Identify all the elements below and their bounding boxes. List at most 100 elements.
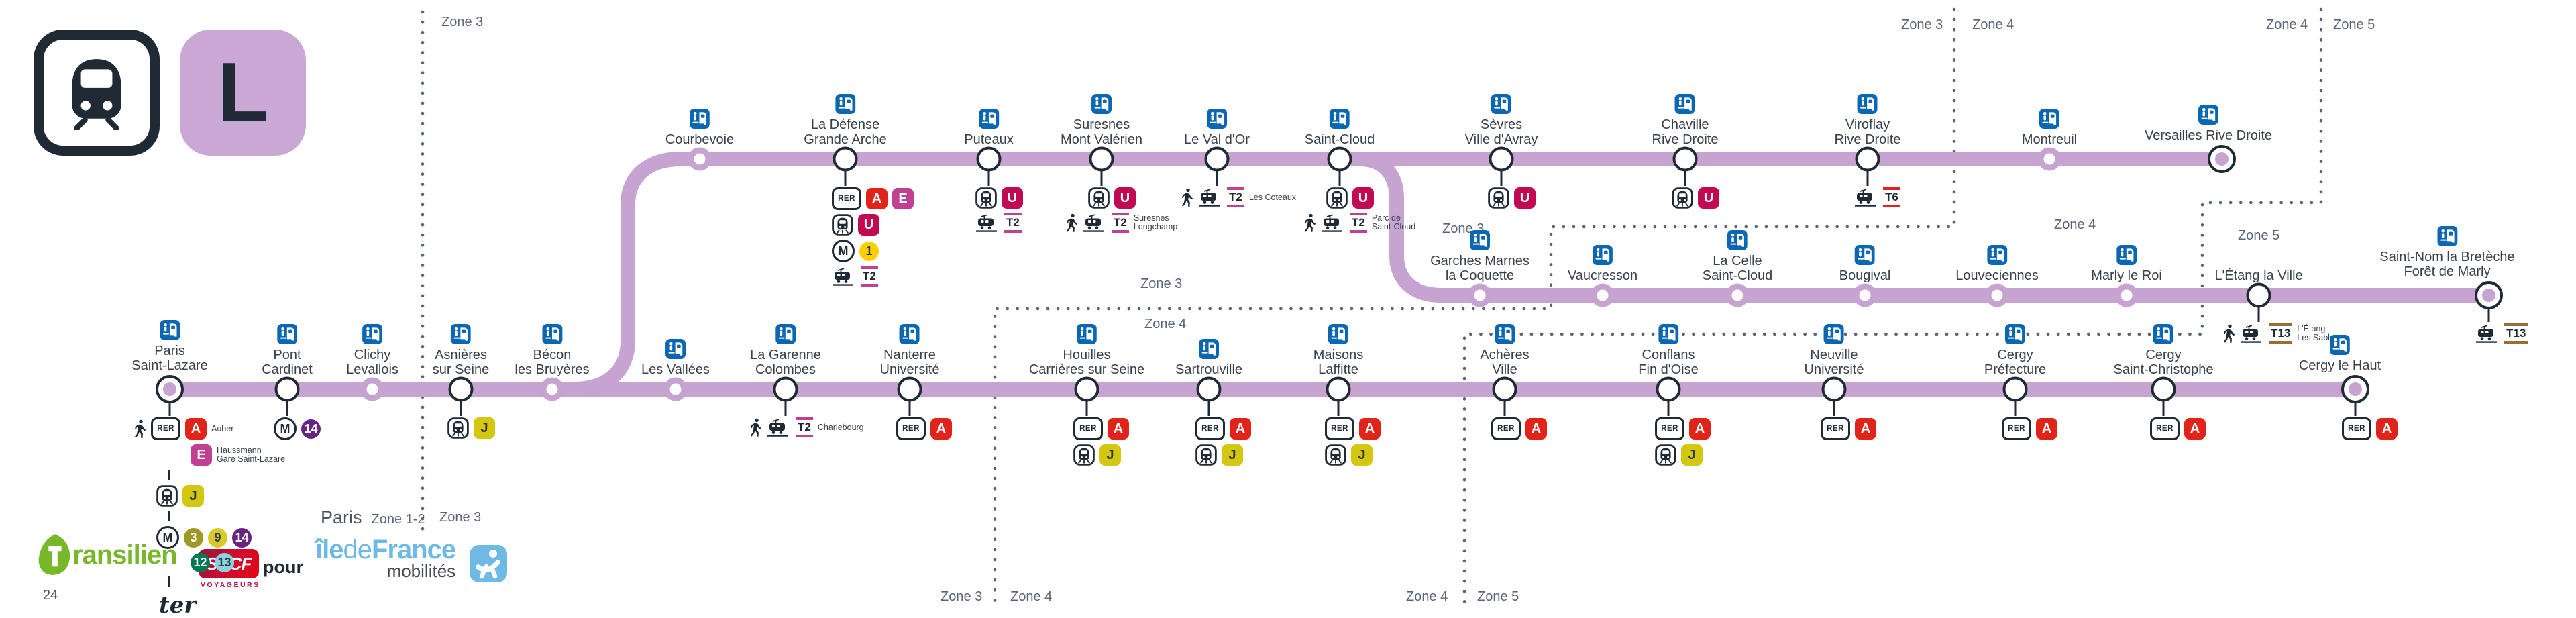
line-l-badge: L: [180, 30, 306, 156]
station-marker-la-celle-saint-cloud: [1725, 283, 1750, 307]
rer-icon: RER: [1491, 417, 1521, 440]
train-icon: [1326, 187, 1348, 209]
accessible-station-icon: [160, 320, 180, 340]
zone-label: Zone 3: [941, 589, 983, 604]
station-marker-saint-cloud: [1327, 146, 1352, 172]
station-name: Nanterre Université: [879, 348, 940, 377]
station-marker-la-defense-grande-arche: [833, 146, 858, 172]
connection-row: U: [832, 214, 879, 236]
accessible-station-icon: [2198, 105, 2218, 125]
station-label-neuville-universite: Neuville Université: [1805, 324, 1864, 377]
connection-row: J: [1073, 444, 1121, 466]
connections-saint-nom-la-breteche: T13: [2475, 323, 2528, 348]
connection-row: RER A Auber: [135, 417, 233, 440]
station-marker-asnieres-sur-seine: [448, 376, 474, 402]
connection-link-segment: [168, 511, 170, 521]
station-name: Pont Cardinet: [262, 348, 313, 377]
station-label-nanterre-universite: Nanterre Université: [879, 324, 940, 377]
station-marker-paris-saint-lazare: [156, 375, 184, 403]
connections-saint-cloud: U T2 Parc de Saint-Cloud: [1305, 187, 1415, 237]
line-badge-E: E: [191, 444, 212, 466]
station-label-vaucresson: Vaucresson: [1568, 245, 1638, 283]
station-stem: [1085, 399, 1088, 416]
connections-le-val-dor: T2 Les Coteaux: [1182, 187, 1296, 211]
station-label-cergy-prefecture: Cergy Préfecture: [1984, 324, 2046, 377]
station-stem: [1500, 169, 1503, 186]
station-marker-cergy-saint-christophe: [2151, 376, 2176, 402]
station-label-cergy-le-haut: Cergy le Haut: [2299, 335, 2381, 373]
station-label-becon-les-bruyeres: Bécon les Bruyères: [515, 324, 590, 377]
ter-logo: ter: [159, 592, 197, 618]
metro-icon: M: [274, 417, 297, 440]
station-name: Saint-Cloud: [1304, 132, 1375, 147]
station-stem: [1667, 399, 1670, 416]
line-badge-J: J: [1099, 444, 1121, 466]
station-marker-le-val-dor: [1204, 146, 1230, 172]
connection-row: M 14: [274, 417, 321, 440]
connection-row: T2: [832, 266, 878, 287]
station-stem: [1100, 169, 1103, 186]
tram-icon: [1083, 213, 1107, 232]
station-marker-letang-la-ville: [2246, 282, 2271, 308]
train-icon: [1195, 444, 1217, 466]
station-name: Montreuil: [2021, 132, 2078, 147]
sncf-voyageurs-label: VOYAGEURS: [201, 581, 260, 589]
line-badge-U: U: [1002, 187, 1023, 209]
station-marker-houilles-carrieres-sur-seine: [1074, 376, 1099, 402]
rer-icon: RER: [832, 187, 861, 210]
station-label-chaville-rive-droite: Chaville Rive Droite: [1652, 94, 1719, 147]
tram-icon: [2240, 324, 2264, 343]
station-stem: [784, 399, 787, 416]
line-badge-J: J: [1351, 444, 1373, 466]
walk-icon: [1067, 213, 1078, 232]
idf-mobilites-label: mobilités: [386, 561, 456, 581]
tram-line-badge-T2: T2: [1350, 213, 1367, 233]
accessible-station-icon: [1674, 94, 1695, 114]
station-name: Paris Saint-Lazare: [131, 344, 208, 373]
train-icon: [447, 417, 469, 439]
connection-note: Auber: [211, 423, 234, 433]
connections-cergy-saint-christophe: RER A: [2150, 417, 2206, 444]
zone-boundary-z4-z5: [1462, 7, 2323, 609]
train-icon: [1073, 444, 1095, 466]
station-name: Achères Ville: [1480, 348, 1529, 377]
station-name: L'Étang la Ville: [2214, 268, 2303, 283]
accessible-station-icon: [1328, 324, 1348, 344]
station-label-montreuil: Montreuil: [2022, 109, 2077, 147]
tram-line-badge-T2: T2: [796, 417, 813, 437]
station-name: Les Vallées: [641, 362, 710, 377]
idf-ile: île: [315, 535, 343, 564]
connection-row: RER A: [1325, 417, 1381, 440]
walk-icon: [135, 419, 146, 438]
station-name: La Défense Grande Arche: [804, 117, 887, 147]
station-label-pont-cardinet: Pont Cardinet: [262, 324, 313, 377]
station-label-sartrouville: Sartrouville: [1175, 339, 1242, 377]
station-name: Marly le Roi: [2091, 268, 2162, 283]
transilien-leaf-icon: [38, 534, 70, 575]
train-icon: [975, 187, 997, 209]
connections-pont-cardinet: M 14: [274, 417, 321, 444]
line-badge-A: A: [930, 418, 952, 440]
connection-row: RER A E: [832, 187, 914, 210]
accessible-station-icon: [1855, 245, 1875, 265]
line-badge-A: A: [1359, 418, 1381, 440]
station-name: Chaville Rive Droite: [1652, 117, 1719, 147]
connection-row: RER A: [1195, 417, 1251, 440]
station-name: Suresnes Mont Valérien: [1061, 117, 1142, 147]
station-name: Maisons Laffitte: [1313, 348, 1364, 377]
station-marker-courbevoie: [688, 147, 712, 171]
station-marker-pont-cardinet: [274, 376, 300, 402]
rer-icon: RER: [1821, 417, 1850, 440]
tram-line-badge-T13: T13: [2504, 323, 2528, 344]
line-badge-A: A: [2036, 418, 2057, 440]
paris-label: Paris: [321, 507, 362, 527]
walk-icon: [751, 418, 762, 437]
connection-row: RER A: [2342, 417, 2398, 440]
line-badge-E: E: [892, 188, 914, 209]
accessible-station-icon: [542, 324, 562, 344]
connections-conflans-fin-doise: RER A J: [1655, 417, 1711, 470]
station-label-conflans-fin-doise: Conflans Fin d'Oise: [1638, 324, 1699, 377]
station-label-houilles-carrieres-sur-seine: Houilles Carrières sur Seine: [1029, 324, 1144, 377]
